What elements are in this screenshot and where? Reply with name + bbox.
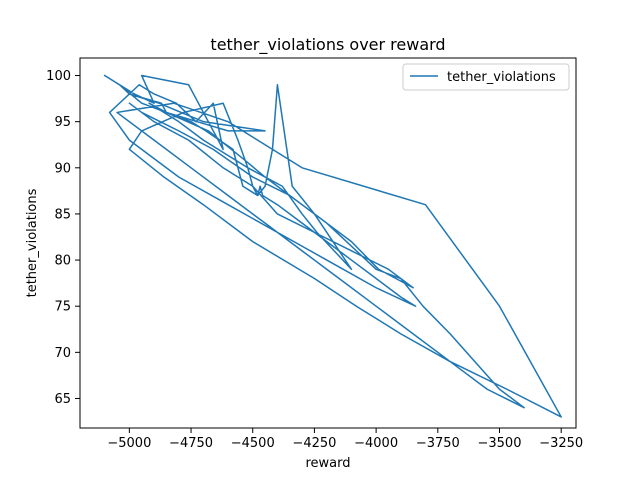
y-tick-label: 70 bbox=[54, 346, 71, 361]
legend-label: tether_violations bbox=[447, 70, 556, 85]
y-tick-label: 75 bbox=[54, 300, 71, 315]
legend: tether_violations bbox=[402, 63, 570, 91]
x-tick-label: −4500 bbox=[231, 436, 275, 451]
plot-area bbox=[79, 57, 577, 429]
y-axis-label: tether_violations bbox=[25, 188, 40, 297]
y-axis: 65 70 75 80 85 90 95 100 bbox=[46, 69, 80, 407]
y-tick-label: 95 bbox=[54, 115, 71, 130]
axes-frame bbox=[79, 57, 577, 429]
legend-box bbox=[402, 63, 570, 91]
series-layer bbox=[103, 74, 562, 418]
x-tick-label: −3250 bbox=[539, 436, 583, 451]
y-tick-label: 100 bbox=[46, 69, 71, 84]
x-axis: −5000 −4750 −4500 −4250 −4000 −3750 −3500 −3250 bbox=[107, 428, 583, 451]
x-axis-label: reward bbox=[305, 456, 350, 471]
x-tick-label: −4750 bbox=[169, 436, 213, 451]
x-tick-label: −4250 bbox=[292, 436, 336, 451]
x-tick-label: −4000 bbox=[354, 436, 398, 451]
y-tick-label: 90 bbox=[54, 161, 71, 176]
x-tick-label: −3750 bbox=[416, 436, 460, 451]
y-tick-label: 80 bbox=[54, 254, 71, 269]
chart-title: tether_violations over reward bbox=[210, 35, 445, 55]
y-tick-label: 85 bbox=[54, 207, 71, 222]
x-tick-label: −3500 bbox=[478, 436, 522, 451]
y-tick-label: 65 bbox=[54, 392, 71, 407]
x-tick-label: −5000 bbox=[107, 436, 151, 451]
series-line-0 bbox=[103, 74, 562, 418]
